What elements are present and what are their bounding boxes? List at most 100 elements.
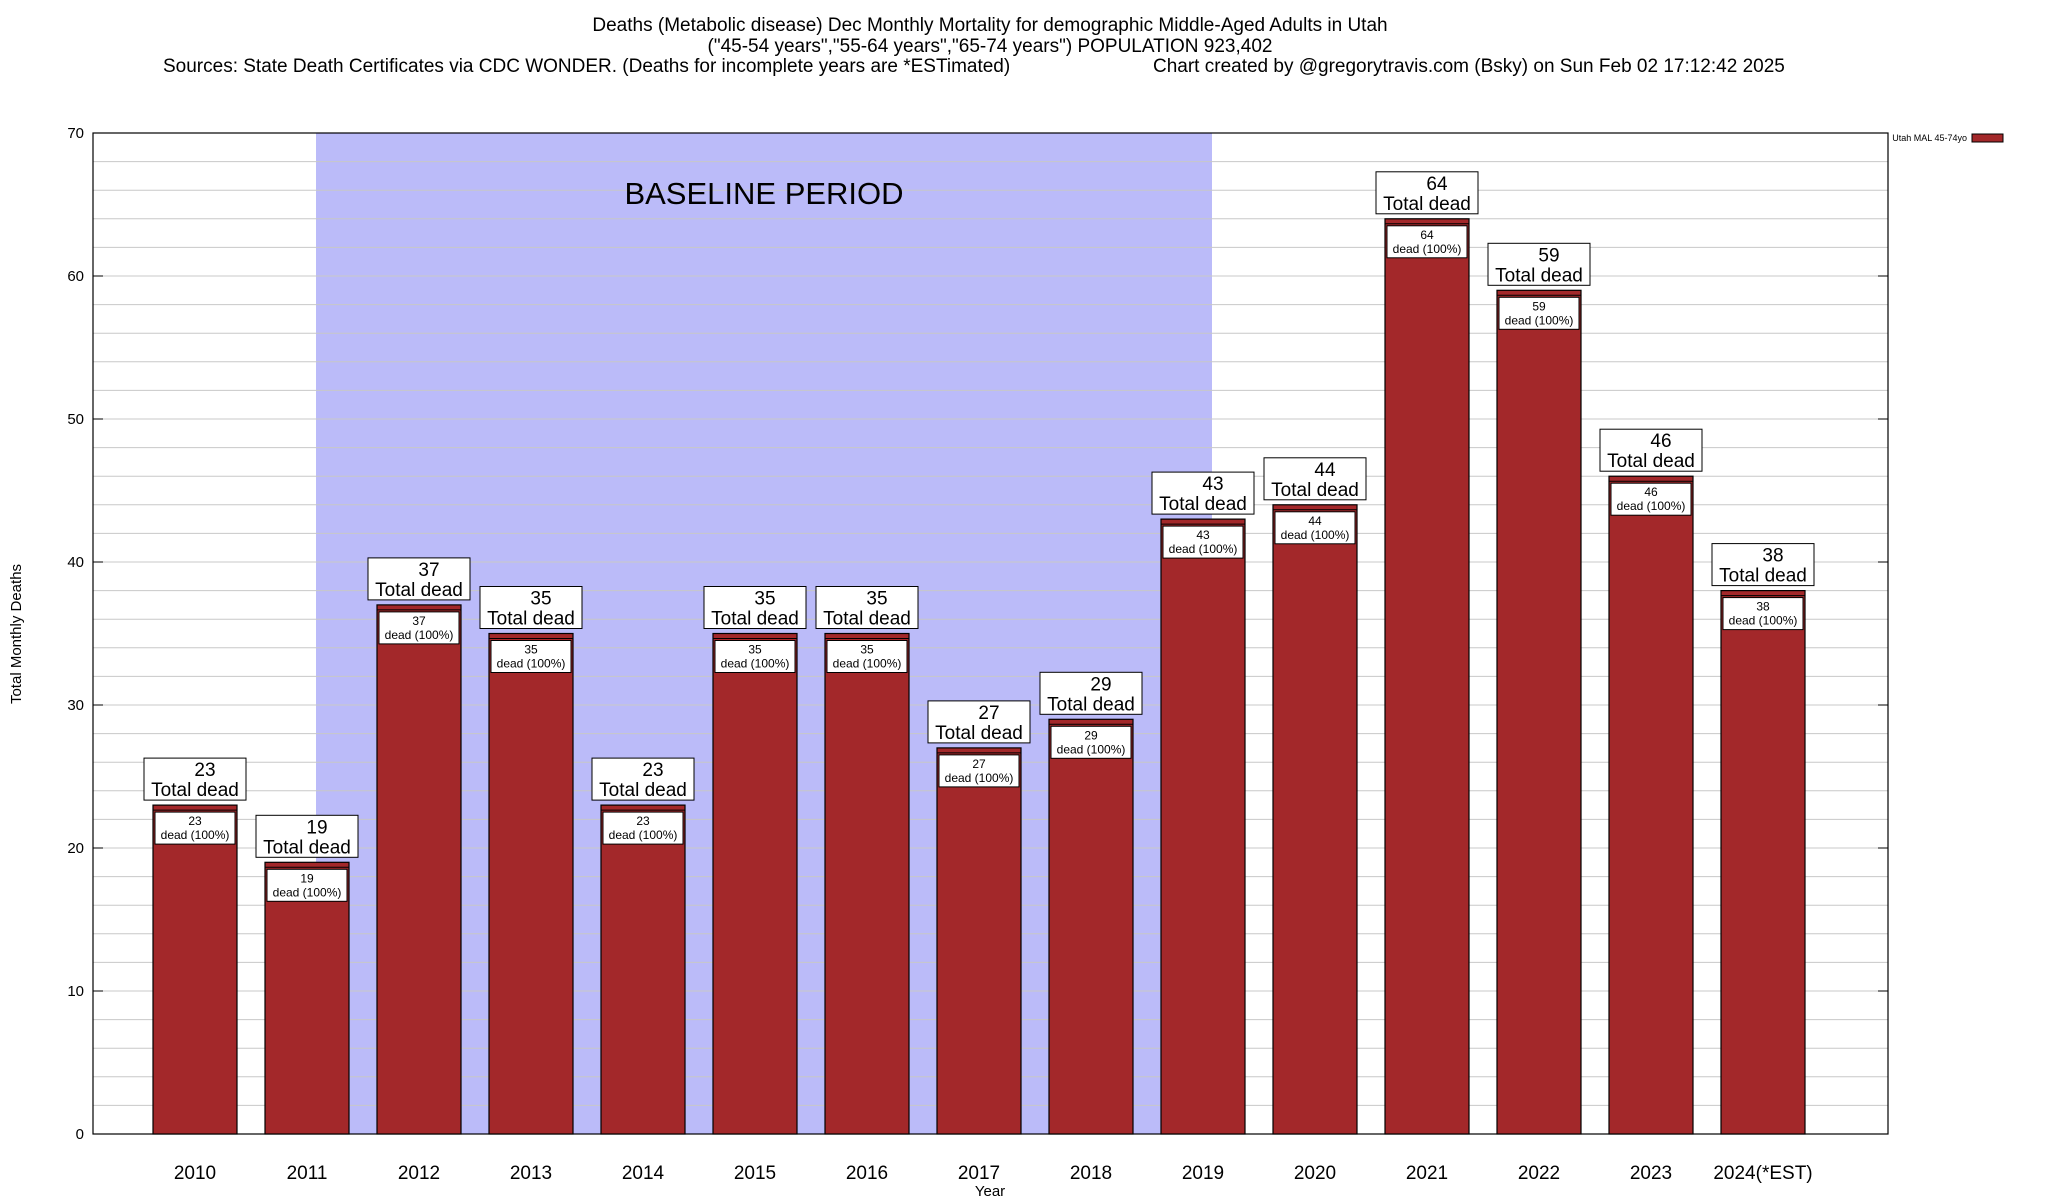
- inner-label-box: [1162, 525, 1244, 559]
- total-value-label: 46: [1650, 431, 1671, 452]
- total-dead-label: Total dead: [823, 609, 911, 630]
- total-dead-label: Total dead: [1607, 451, 1695, 472]
- inner-label-box: [1050, 725, 1132, 759]
- inner-label-box: [490, 640, 572, 673]
- chart-sources: Sources: State Death Certificates via CD…: [163, 56, 1010, 77]
- inner-percent-label: dead (100%): [1393, 242, 1462, 256]
- x-tick-label: 2022: [1518, 1163, 1560, 1184]
- total-value-label: 35: [530, 589, 551, 610]
- total-dead-label: Total dead: [263, 837, 351, 858]
- x-tick-label: 2015: [734, 1163, 776, 1184]
- y-tick-label: 60: [67, 268, 84, 285]
- total-label-box: [815, 586, 919, 629]
- total-value-label: 37: [418, 560, 439, 581]
- inner-percent-label: dead (100%): [497, 657, 566, 671]
- total-dead-label: Total dead: [1719, 566, 1807, 587]
- inner-value-label: 59: [1532, 299, 1546, 313]
- bar-2022: [1496, 289, 1582, 1135]
- total-dead-label: Total dead: [1271, 480, 1359, 501]
- x-axis-label: Year: [975, 1183, 1005, 1200]
- inner-label-box: [826, 640, 908, 673]
- total-value-label: 43: [1202, 474, 1223, 495]
- legend-label: Utah MAL 45-74yo: [1892, 133, 1967, 143]
- y-tick-label: 0: [76, 1126, 84, 1143]
- bar-layer: [152, 218, 1806, 1135]
- total-value-label: 64: [1426, 174, 1448, 195]
- total-value-label: 44: [1314, 460, 1336, 481]
- total-label-box: [1039, 671, 1143, 715]
- total-label-box: [367, 557, 471, 601]
- inner-value-label: 35: [860, 643, 874, 657]
- bar-2012: [376, 604, 462, 1135]
- total-dead-label: Total dead: [711, 609, 799, 630]
- chart-subtitle: ("45-54 years","55-64 years","65-74 year…: [708, 36, 1273, 57]
- inner-value-label: 44: [1308, 514, 1322, 528]
- total-value-label: 29: [1090, 674, 1111, 695]
- total-dead-label: Total dead: [1047, 694, 1135, 715]
- inner-value-label: 46: [1644, 485, 1658, 499]
- inner-percent-label: dead (100%): [273, 885, 342, 899]
- inner-label-box: [1274, 511, 1356, 545]
- y-tick-label: 10: [67, 983, 84, 1000]
- x-tick-label: 2019: [1182, 1163, 1224, 1184]
- y-tick-label: 40: [67, 554, 84, 571]
- bar-2014: [600, 804, 686, 1135]
- inner-percent-label: dead (100%): [1057, 742, 1126, 756]
- x-tick-label: 2023: [1630, 1163, 1672, 1184]
- legend-swatch: [1971, 133, 2004, 143]
- total-dead-label: Total dead: [599, 780, 687, 801]
- bar-2021: [1384, 218, 1470, 1135]
- total-value-label: 59: [1538, 245, 1559, 266]
- total-label-box: [703, 586, 807, 629]
- inner-label-box: [602, 811, 684, 845]
- inner-value-label: 43: [1196, 528, 1210, 542]
- total-label-box: [591, 757, 695, 801]
- y-tick-label: 70: [67, 125, 84, 142]
- total-label-box: [1151, 471, 1255, 515]
- x-tick-label: 2021: [1406, 1163, 1448, 1184]
- total-dead-label: Total dead: [487, 609, 575, 630]
- y-tick-label: 20: [67, 840, 84, 857]
- inner-label-box: [1498, 296, 1580, 330]
- inner-percent-label: dead (100%): [721, 657, 790, 671]
- bar-2013: [488, 632, 574, 1135]
- total-label-box: [1263, 457, 1367, 501]
- inner-value-label: 19: [300, 871, 314, 885]
- inner-percent-label: dead (100%): [609, 828, 678, 842]
- inner-value-label: 64: [1420, 228, 1434, 242]
- x-tick-label: 2013: [510, 1163, 552, 1184]
- inner-percent-label: dead (100%): [385, 628, 454, 642]
- total-dead-label: Total dead: [1159, 494, 1247, 515]
- bar-2017: [936, 747, 1022, 1135]
- bar-2015: [712, 632, 798, 1135]
- inner-label-box: [378, 611, 460, 645]
- total-label-box: [479, 586, 583, 629]
- inner-value-label: 37: [412, 614, 426, 628]
- legend: Utah MAL 45-74yo: [1892, 133, 2004, 143]
- x-tick-label: 2010: [174, 1163, 216, 1184]
- chart-credit: Chart created by @gregorytravis.com (Bsk…: [1153, 56, 1785, 77]
- inner-percent-label: dead (100%): [1505, 313, 1574, 327]
- total-value-label: 38: [1762, 546, 1783, 567]
- inner-label-box: [1610, 482, 1692, 516]
- inner-value-label: 35: [748, 643, 762, 657]
- inner-value-label: 23: [636, 814, 650, 828]
- inner-value-label: 29: [1084, 728, 1098, 742]
- total-label-box: [1599, 428, 1703, 472]
- x-tick-label: 2011: [287, 1163, 328, 1184]
- inner-label-box: [938, 754, 1020, 788]
- inner-value-label: 27: [972, 757, 986, 771]
- bar-2020: [1272, 504, 1358, 1135]
- inner-label-box: [714, 640, 796, 673]
- x-tick-label: 2017: [958, 1163, 1000, 1184]
- inner-percent-label: dead (100%): [1729, 614, 1798, 628]
- bar-2019: [1160, 518, 1246, 1135]
- x-tick-label: 2014: [622, 1163, 665, 1184]
- inner-percent-label: dead (100%): [1281, 528, 1350, 542]
- x-tick-label: 2024(*EST): [1713, 1163, 1812, 1184]
- y-tick-label: 30: [67, 697, 84, 714]
- inner-percent-label: dead (100%): [833, 657, 902, 671]
- total-label-box: [1711, 543, 1815, 587]
